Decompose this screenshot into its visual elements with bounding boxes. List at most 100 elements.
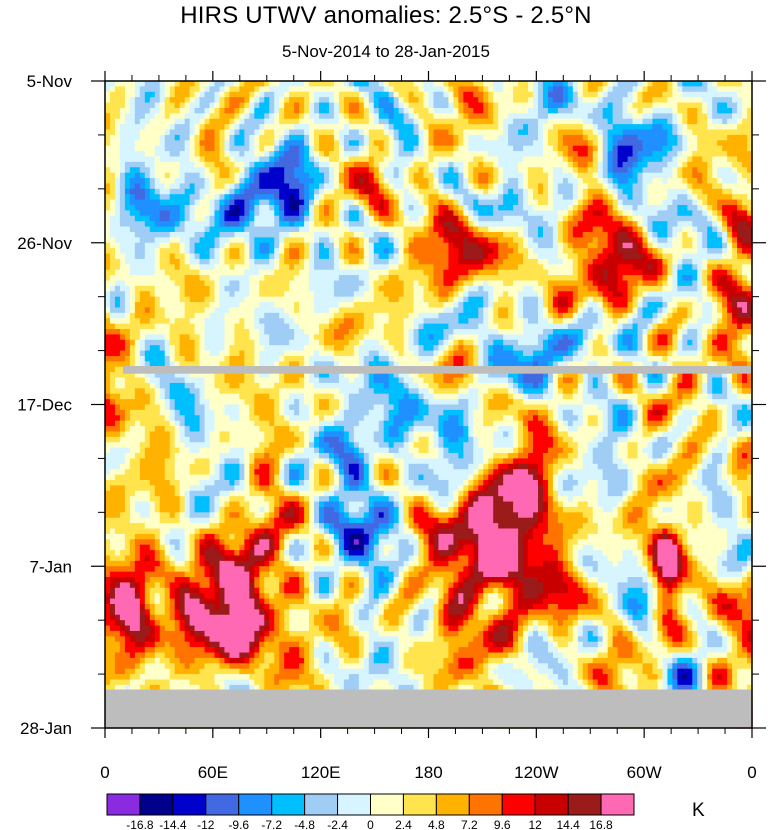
field-cell (323, 140, 330, 147)
field-cell (597, 275, 604, 282)
field-cell (552, 194, 559, 201)
field-cell (403, 248, 410, 255)
field-cell (732, 81, 738, 87)
field-cell (717, 248, 723, 255)
field-cell (299, 81, 305, 87)
field-cell (199, 285, 206, 292)
field-cell (707, 280, 713, 287)
field-cell (294, 237, 300, 244)
field-cell (338, 134, 345, 141)
field-cell (488, 215, 494, 222)
field-cell (622, 113, 629, 120)
field-cell (443, 183, 450, 190)
field-cell (264, 156, 270, 163)
field-cell (433, 188, 440, 195)
field-cell (612, 258, 619, 265)
field-cell (383, 178, 390, 185)
field-cell (124, 253, 131, 260)
field-cell (577, 210, 584, 217)
field-cell (687, 178, 693, 185)
field-cell (542, 134, 549, 141)
field-cell (194, 280, 201, 287)
field-cell (309, 188, 315, 195)
field-cell (119, 91, 126, 98)
field-cell (622, 280, 629, 287)
field-cell (622, 199, 629, 206)
field-cell (518, 167, 524, 174)
field-cell (144, 129, 151, 136)
field-cell (707, 167, 713, 174)
field-cell (533, 242, 539, 249)
field-cell (184, 205, 191, 211)
field-cell (338, 248, 345, 255)
field-cell (667, 210, 673, 217)
field-cell (418, 134, 425, 141)
field-cell (353, 269, 360, 276)
field-cell (214, 275, 221, 282)
field-cell (294, 86, 300, 93)
field-cell (234, 242, 240, 249)
field-cell (468, 258, 474, 265)
field-cell (338, 161, 345, 168)
field-cell (667, 280, 673, 287)
field-cell (189, 210, 196, 217)
field-cell (433, 194, 440, 201)
field-cell (214, 194, 221, 201)
field-cell (732, 221, 738, 228)
field-cell (488, 231, 494, 238)
field-cell (687, 134, 693, 141)
field-cell (717, 205, 723, 211)
field-cell (348, 264, 355, 271)
field-cell (299, 248, 305, 255)
field-cell (483, 231, 489, 238)
field-cell (617, 102, 624, 109)
field-cell (498, 194, 504, 201)
field-cell (722, 226, 728, 233)
field-cell (388, 113, 395, 120)
field-cell (562, 134, 569, 141)
field-cell (353, 199, 360, 206)
field-cell (294, 151, 300, 158)
field-cell (473, 161, 479, 168)
field-cell (229, 161, 235, 168)
field-cell (169, 194, 176, 201)
field-cell (264, 91, 270, 98)
field-cell (562, 86, 569, 93)
field-cell (537, 113, 544, 120)
field-cell (433, 167, 440, 174)
field-cell (179, 188, 186, 195)
field-cell (483, 102, 489, 109)
field-cell (398, 205, 405, 211)
field-cell (358, 205, 365, 211)
field-cell (682, 221, 688, 228)
field-cell (567, 231, 574, 238)
field-cell (503, 140, 509, 147)
field-cell (368, 134, 375, 141)
field-cell (737, 134, 743, 141)
field-cell (194, 129, 201, 136)
field-cell (498, 118, 504, 125)
field-cell (707, 248, 713, 255)
field-cell (279, 178, 285, 185)
field-cell (448, 86, 454, 93)
field-cell (343, 124, 350, 131)
field-cell (508, 172, 514, 179)
field-cell (254, 183, 260, 190)
field-cell (189, 248, 196, 255)
field-cell (194, 167, 201, 174)
field-cell (692, 167, 698, 174)
field-cell (463, 188, 469, 195)
field-cell (393, 86, 400, 93)
field-cell (537, 199, 544, 206)
field-cell (547, 242, 554, 249)
field-cell (314, 140, 320, 147)
field-cell (503, 91, 509, 98)
field-cell (294, 188, 300, 195)
field-cell (294, 81, 300, 87)
field-cell (259, 258, 265, 265)
field-cell (189, 215, 196, 222)
field-cell (264, 205, 270, 211)
field-cell (707, 107, 713, 114)
field-cell (139, 178, 146, 185)
field-cell (224, 248, 231, 255)
